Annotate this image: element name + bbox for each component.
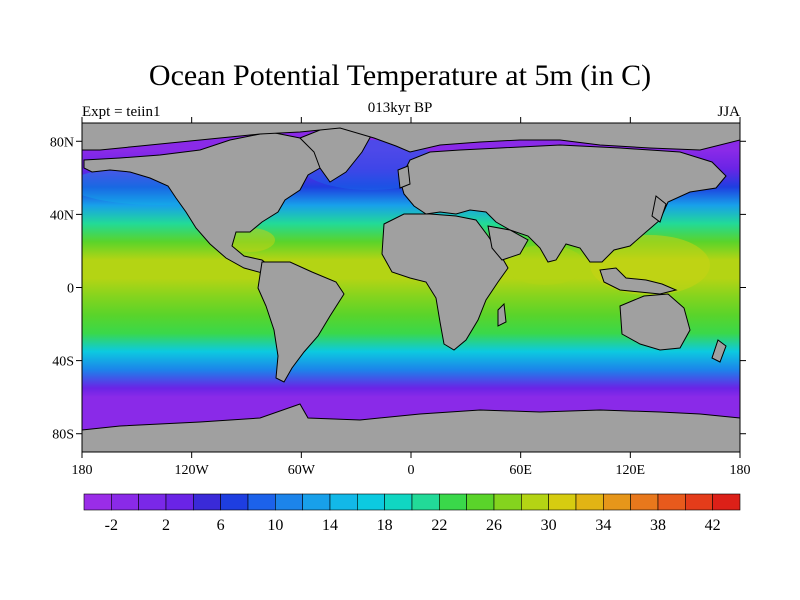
lat-tick-label: 40S xyxy=(52,355,74,370)
colorbar-swatch xyxy=(138,493,167,511)
season-label: JJA xyxy=(717,104,740,120)
colorbar-swatch xyxy=(329,493,358,511)
lon-tick-label: 180 xyxy=(730,463,751,478)
land-arctic xyxy=(82,123,740,153)
colorbar-swatch xyxy=(275,493,303,511)
colorbar-swatch xyxy=(357,493,385,511)
lon-tick-label: 0 xyxy=(408,463,415,478)
land-australia xyxy=(619,293,691,351)
longitude-axis: 180 120W 60W 0 60E 120E 180 xyxy=(72,117,751,478)
land-british-isles xyxy=(397,165,411,189)
colorbar-label: 22 xyxy=(431,517,447,534)
colorbar-swatch xyxy=(685,493,713,511)
colorbar-swatch xyxy=(384,493,413,511)
land-arabia xyxy=(487,225,529,261)
time-label: 013kyr BP xyxy=(367,100,433,116)
colorbar-swatch xyxy=(521,493,549,511)
land-eurasia xyxy=(399,144,727,263)
colorbar-label: 30 xyxy=(541,517,557,534)
colorbar-label: 2 xyxy=(162,517,170,534)
colorbar-label: 10 xyxy=(267,517,283,534)
latitude-axis: 80N 40N 0 40S 80S xyxy=(50,135,746,443)
lon-tick-label: 60E xyxy=(509,463,532,478)
colorbar-swatch xyxy=(657,493,686,511)
colorbar-swatch xyxy=(630,493,659,511)
colorbar-swatch xyxy=(302,493,331,511)
land-madagascar xyxy=(497,302,507,327)
land-new-zealand xyxy=(711,339,727,363)
colorbar-swatch xyxy=(83,493,112,511)
lat-tick-label: 80S xyxy=(52,428,74,443)
lat-tick-label: 0 xyxy=(67,282,74,297)
experiment-label: Expt = teiin1 xyxy=(82,104,161,120)
land-antarctica xyxy=(82,403,740,452)
lon-tick-label: 60W xyxy=(288,463,316,478)
colorbar-label: 6 xyxy=(217,517,225,534)
indian-ocean-warm-region xyxy=(505,245,585,285)
colorbar-swatch xyxy=(493,493,522,511)
colorbar-swatch xyxy=(411,493,440,511)
colorbar-label: 14 xyxy=(322,517,338,534)
colorbar-swatch xyxy=(603,493,631,511)
colorbar-swatch xyxy=(548,493,577,511)
colorbar-swatch xyxy=(193,493,221,511)
land-north-america xyxy=(83,131,331,275)
colorbar-label: 34 xyxy=(595,517,611,534)
gulf-of-mexico-warm xyxy=(225,228,275,252)
colorbar-swatch xyxy=(439,493,467,511)
colorbar-label: 18 xyxy=(377,517,393,534)
colorbar-label: -2 xyxy=(105,517,118,534)
colorbar-swatch xyxy=(466,493,495,511)
colorbar-swatch xyxy=(111,493,139,511)
lat-tick-label: 80N xyxy=(50,135,74,150)
colorbar: -2 2 6 10 14 18 22 26 30 34 38 42 xyxy=(83,493,741,534)
lon-tick-label: 120W xyxy=(175,463,210,478)
lat-tick-label: 40N xyxy=(50,208,74,223)
colorbar-swatch xyxy=(575,493,604,511)
colorbar-swatch xyxy=(712,493,741,511)
plot-title: Ocean Potential Temperature at 5m (in C) xyxy=(148,59,652,92)
lon-tick-label: 120E xyxy=(616,463,646,478)
land-south-america xyxy=(257,261,345,383)
colorbar-swatch xyxy=(220,493,249,511)
colorbar-label: 38 xyxy=(650,517,666,534)
land-japan xyxy=(651,195,667,223)
colorbar-label: 26 xyxy=(486,517,502,534)
land-africa xyxy=(381,213,509,351)
land-masses xyxy=(82,123,740,452)
lon-tick-label: 180 xyxy=(72,463,93,478)
colorbar-label: 42 xyxy=(705,517,721,534)
colorbar-swatch xyxy=(165,493,194,511)
land-maritime-continent xyxy=(599,267,678,295)
colorbar-swatch xyxy=(247,493,276,511)
